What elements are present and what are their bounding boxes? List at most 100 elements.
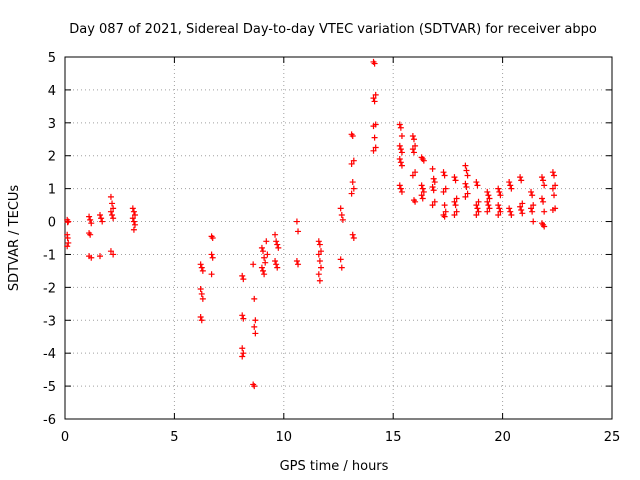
y-tick-label: 1: [48, 183, 56, 198]
data-point: [349, 231, 356, 238]
data-point: [507, 208, 514, 215]
y-tick-label: 2: [48, 150, 56, 165]
y-tick-label: -4: [43, 347, 56, 362]
data-point: [396, 156, 403, 163]
data-point: [273, 238, 280, 245]
data-point: [88, 254, 95, 261]
data-point: [418, 192, 425, 199]
data-point: [551, 192, 558, 199]
x-tick-label: 10: [276, 430, 293, 445]
data-point: [240, 276, 247, 283]
data-point: [348, 190, 355, 197]
y-tick-label: -3: [43, 314, 56, 329]
data-point: [349, 132, 356, 139]
data-point: [430, 175, 437, 182]
data-point: [442, 185, 449, 192]
data-point: [495, 202, 502, 209]
grid: [65, 57, 612, 419]
data-point: [110, 205, 117, 212]
data-point: [409, 172, 416, 179]
data-point: [462, 180, 469, 187]
data-point: [317, 264, 324, 271]
data-point: [107, 193, 114, 200]
data-point: [484, 198, 491, 205]
data-point: [462, 193, 469, 200]
data-point: [129, 205, 136, 212]
data-point: [64, 243, 71, 250]
data-point: [252, 317, 259, 324]
data-point: [475, 208, 482, 215]
data-point: [348, 160, 355, 167]
data-point: [317, 248, 324, 255]
data-point: [251, 383, 258, 390]
data-point: [431, 198, 438, 205]
data-point: [551, 172, 558, 179]
x-tick-label: 15: [385, 430, 402, 445]
data-point: [87, 231, 94, 238]
data-point: [486, 195, 493, 202]
y-tick-label: -5: [43, 380, 56, 395]
data-point: [452, 202, 459, 209]
data-point: [86, 213, 93, 220]
data-point: [538, 174, 545, 181]
data-point: [109, 200, 116, 207]
data-point: [519, 200, 526, 207]
data-point: [530, 202, 537, 209]
axis-ticks: 0 5 10 15 20 25 -6 -5 -4 -3 -2 -1 0 1 2 3 4 5: [43, 51, 620, 445]
data-point: [372, 144, 379, 151]
y-tick-label: -6: [43, 413, 56, 428]
data-point: [528, 205, 535, 212]
data-point: [484, 208, 491, 215]
data-point: [337, 256, 344, 263]
data-point: [87, 216, 94, 223]
data-point: [473, 211, 480, 218]
data-point: [240, 315, 247, 322]
y-tick-label: 4: [48, 84, 56, 99]
data-point: [397, 146, 404, 153]
data-point: [315, 251, 322, 258]
x-tick-label: 0: [61, 430, 69, 445]
data-point: [339, 216, 346, 223]
data-point: [441, 213, 448, 220]
data-point: [453, 208, 460, 215]
data-point: [420, 188, 427, 195]
data-point: [350, 185, 357, 192]
data-point: [508, 211, 515, 218]
data-point: [199, 295, 206, 302]
data-point: [462, 162, 469, 169]
data-point: [198, 290, 205, 297]
data-point: [338, 264, 345, 271]
data-point: [316, 241, 323, 248]
data-point: [97, 253, 104, 260]
data-point: [441, 202, 448, 209]
data-point: [274, 241, 281, 248]
data-point: [316, 277, 323, 284]
data-point: [431, 179, 438, 186]
data-point: [398, 149, 405, 156]
data-point: [275, 244, 282, 251]
data-point: [549, 207, 556, 214]
data-point: [261, 271, 268, 278]
data-point: [272, 231, 279, 238]
data-point: [350, 235, 357, 241]
data-point: [496, 188, 503, 195]
data-point: [65, 239, 72, 246]
data-point: [398, 162, 405, 169]
data-point: [199, 267, 206, 274]
data-point: [529, 208, 536, 215]
data-point: [110, 251, 117, 258]
data-point: [451, 198, 458, 205]
data-point: [452, 177, 459, 184]
data-point: [65, 218, 72, 225]
data-point: [552, 182, 559, 189]
data-point: [409, 132, 416, 139]
data-point: [485, 192, 492, 199]
data-point: [197, 261, 204, 268]
data-point: [350, 157, 357, 164]
x-tick-label: 20: [494, 430, 511, 445]
data-point: [528, 188, 535, 195]
data-point: [372, 91, 379, 98]
data-point: [130, 226, 137, 233]
data-point: [295, 261, 302, 268]
